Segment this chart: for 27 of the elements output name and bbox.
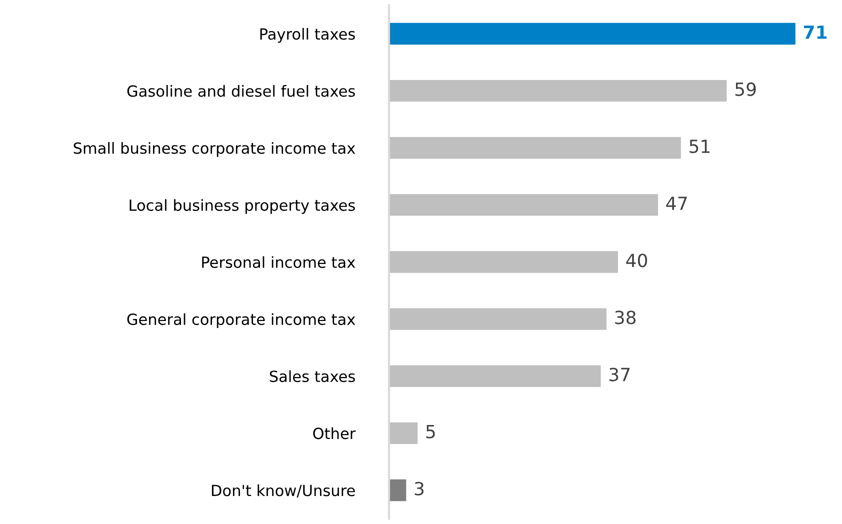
y-tick-label: General corporate income tax bbox=[127, 313, 356, 328]
data-label: 37 bbox=[609, 368, 630, 382]
y-tick-label: Personal income tax bbox=[202, 256, 356, 268]
y-tick-label: Other bbox=[313, 427, 356, 440]
y-tick-label: Small business corporate income tax bbox=[74, 142, 356, 157]
y-tick-label: Gasoline and diesel fuel taxes bbox=[127, 85, 355, 97]
data-label: 71 bbox=[804, 26, 827, 39]
data-label: 40 bbox=[626, 254, 648, 268]
bar bbox=[389, 365, 601, 387]
bar bbox=[389, 22, 796, 45]
bar bbox=[389, 308, 607, 330]
y-tick-label: Payroll taxes bbox=[260, 28, 355, 43]
data-label: 51 bbox=[690, 140, 710, 154]
data-label: 47 bbox=[666, 196, 687, 210]
bar bbox=[389, 137, 681, 159]
data-label: 38 bbox=[615, 310, 636, 324]
bar bbox=[389, 80, 727, 102]
bar bbox=[389, 479, 406, 502]
bar bbox=[389, 422, 418, 444]
y-tick-label: Don't know/Unsure bbox=[212, 484, 355, 498]
bar bbox=[389, 194, 658, 216]
bar bbox=[389, 251, 618, 273]
data-label: 3 bbox=[414, 482, 424, 496]
y-tick-label: Sales taxes bbox=[270, 370, 355, 382]
data-label: 59 bbox=[735, 82, 756, 96]
y-tick-label: Local business property taxes bbox=[130, 199, 355, 214]
data-label: 5 bbox=[426, 424, 435, 438]
